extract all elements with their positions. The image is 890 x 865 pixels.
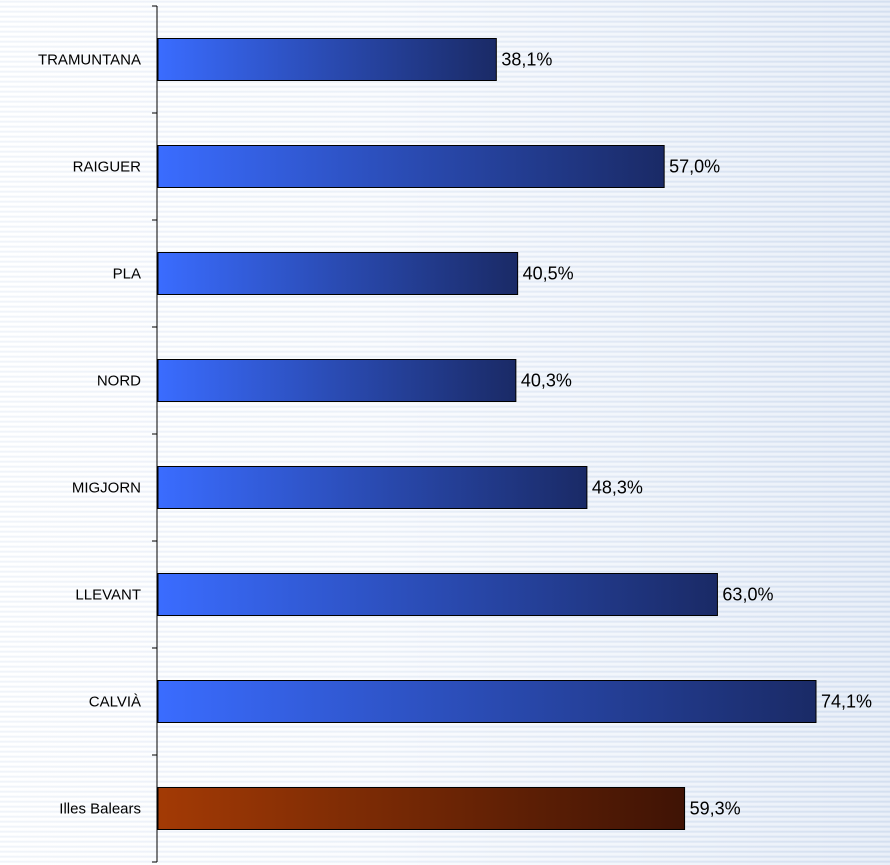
bar-pla: [157, 252, 519, 295]
category-label: RAIGUER: [73, 159, 142, 176]
value-label: 40,5%: [523, 264, 574, 284]
bar-tramuntana: [157, 38, 497, 81]
category-label: TRAMUNTANA: [38, 52, 141, 69]
bars: [157, 38, 817, 830]
value-labels: 38,1% 57,0% 40,5% 40,3% 48,3% 63,0% 74,1% 59,3%: [501, 50, 872, 819]
category-labels: TRAMUNTANA RAIGUER PLA NORD MIGJORN LLEVANT CA…: [38, 52, 141, 818]
value-label: 40,3%: [521, 371, 572, 391]
value-label: 38,1%: [501, 50, 552, 70]
category-label: NORD: [97, 373, 141, 390]
value-label: 59,3%: [690, 799, 741, 819]
value-label: 57,0%: [669, 157, 720, 177]
category-label: CALVIÀ: [89, 694, 141, 711]
bar-llevant: [157, 573, 718, 616]
category-label: Illes Balears: [59, 801, 141, 818]
bar-calvi-: [157, 680, 817, 723]
y-axis: [152, 5, 158, 863]
bar-migjorn: [157, 466, 588, 509]
bar-raiguer: [157, 145, 665, 188]
category-label: MIGJORN: [72, 480, 141, 497]
bar-illes-balears: [157, 787, 686, 830]
bar-nord: [157, 359, 517, 402]
value-label: 48,3%: [592, 478, 643, 498]
category-label: LLEVANT: [75, 587, 141, 604]
value-label: 74,1%: [821, 692, 872, 712]
category-label: PLA: [113, 266, 141, 283]
value-label: 63,0%: [722, 585, 773, 605]
